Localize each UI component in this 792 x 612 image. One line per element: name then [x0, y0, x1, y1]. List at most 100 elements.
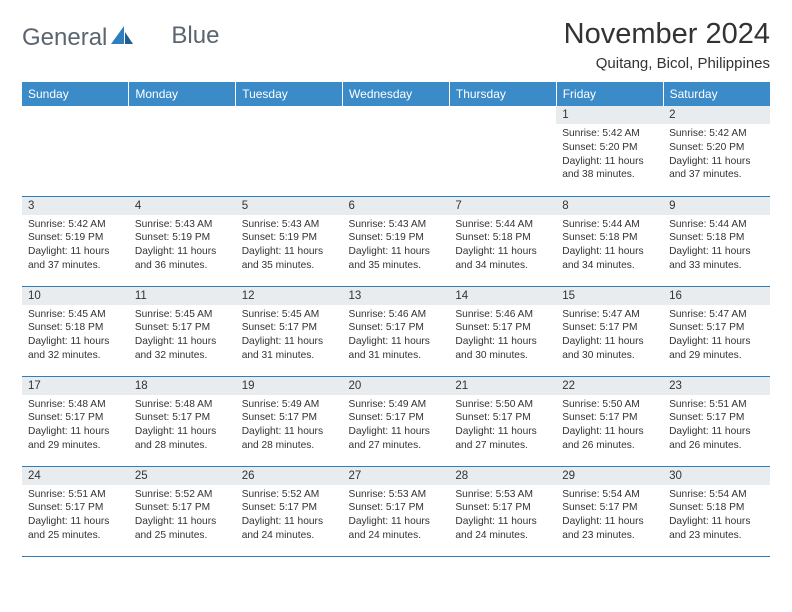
day-sunrise: Sunrise: 5:45 AM: [135, 308, 230, 322]
day-content: Sunrise: 5:42 AMSunset: 5:20 PMDaylight:…: [556, 124, 663, 186]
day-number: 27: [343, 467, 450, 485]
day-daylight2: and 38 minutes.: [562, 168, 657, 182]
day-number: 18: [129, 377, 236, 395]
day-daylight1: Daylight: 11 hours: [349, 425, 444, 439]
day-content: Sunrise: 5:47 AMSunset: 5:17 PMDaylight:…: [556, 305, 663, 367]
day-daylight1: Daylight: 11 hours: [455, 335, 550, 349]
day-daylight1: Daylight: 11 hours: [135, 425, 230, 439]
day-header-row: SundayMondayTuesdayWednesdayThursdayFrid…: [22, 82, 770, 106]
day-sunrise: Sunrise: 5:54 AM: [669, 488, 764, 502]
day-header: Sunday: [22, 82, 129, 106]
day-daylight1: Daylight: 11 hours: [669, 425, 764, 439]
day-daylight1: Daylight: 11 hours: [455, 425, 550, 439]
calendar-body: 1Sunrise: 5:42 AMSunset: 5:20 PMDaylight…: [22, 106, 770, 556]
day-number: 30: [663, 467, 770, 485]
calendar-page: General Blue November 2024 Quitang, Bico…: [0, 0, 792, 567]
day-daylight2: and 25 minutes.: [28, 529, 123, 543]
calendar-cell: 15Sunrise: 5:47 AMSunset: 5:17 PMDayligh…: [556, 286, 663, 376]
day-daylight2: and 30 minutes.: [562, 349, 657, 363]
calendar-cell: 26Sunrise: 5:52 AMSunset: 5:17 PMDayligh…: [236, 466, 343, 556]
day-number: 21: [449, 377, 556, 395]
day-daylight2: and 37 minutes.: [28, 259, 123, 273]
day-number: 11: [129, 287, 236, 305]
day-content: Sunrise: 5:46 AMSunset: 5:17 PMDaylight:…: [449, 305, 556, 367]
day-daylight1: Daylight: 11 hours: [562, 245, 657, 259]
day-number: 6: [343, 197, 450, 215]
day-daylight2: and 32 minutes.: [28, 349, 123, 363]
day-number: 28: [449, 467, 556, 485]
calendar-cell: 10Sunrise: 5:45 AMSunset: 5:18 PMDayligh…: [22, 286, 129, 376]
day-sunset: Sunset: 5:17 PM: [242, 501, 337, 515]
day-number: 9: [663, 197, 770, 215]
calendar-cell: 2Sunrise: 5:42 AMSunset: 5:20 PMDaylight…: [663, 106, 770, 196]
calendar-cell: 1Sunrise: 5:42 AMSunset: 5:20 PMDaylight…: [556, 106, 663, 196]
day-sunrise: Sunrise: 5:51 AM: [669, 398, 764, 412]
day-number: 23: [663, 377, 770, 395]
day-daylight2: and 26 minutes.: [669, 439, 764, 453]
day-sunrise: Sunrise: 5:42 AM: [562, 127, 657, 141]
day-content: Sunrise: 5:44 AMSunset: 5:18 PMDaylight:…: [556, 215, 663, 277]
calendar-cell: 20Sunrise: 5:49 AMSunset: 5:17 PMDayligh…: [343, 376, 450, 466]
day-sunset: Sunset: 5:17 PM: [349, 411, 444, 425]
day-sunset: Sunset: 5:19 PM: [28, 231, 123, 245]
title-block: November 2024 Quitang, Bicol, Philippine…: [564, 18, 770, 72]
calendar-cell: 27Sunrise: 5:53 AMSunset: 5:17 PMDayligh…: [343, 466, 450, 556]
day-daylight1: Daylight: 11 hours: [562, 335, 657, 349]
day-sunset: Sunset: 5:18 PM: [562, 231, 657, 245]
day-daylight2: and 28 minutes.: [135, 439, 230, 453]
day-sunrise: Sunrise: 5:48 AM: [28, 398, 123, 412]
day-daylight1: Daylight: 11 hours: [669, 245, 764, 259]
calendar-cell: 18Sunrise: 5:48 AMSunset: 5:17 PMDayligh…: [129, 376, 236, 466]
calendar-week: 1Sunrise: 5:42 AMSunset: 5:20 PMDaylight…: [22, 106, 770, 196]
calendar-week: 3Sunrise: 5:42 AMSunset: 5:19 PMDaylight…: [22, 196, 770, 286]
day-daylight2: and 31 minutes.: [349, 349, 444, 363]
day-content: Sunrise: 5:50 AMSunset: 5:17 PMDaylight:…: [449, 395, 556, 457]
day-sunrise: Sunrise: 5:43 AM: [349, 218, 444, 232]
day-number: 17: [22, 377, 129, 395]
day-daylight2: and 24 minutes.: [242, 529, 337, 543]
day-sunset: Sunset: 5:17 PM: [135, 411, 230, 425]
day-content: Sunrise: 5:44 AMSunset: 5:18 PMDaylight:…: [449, 215, 556, 277]
day-sunset: Sunset: 5:17 PM: [135, 321, 230, 335]
day-daylight2: and 30 minutes.: [455, 349, 550, 363]
day-sunset: Sunset: 5:17 PM: [349, 321, 444, 335]
day-daylight1: Daylight: 11 hours: [669, 335, 764, 349]
day-daylight2: and 34 minutes.: [562, 259, 657, 273]
day-daylight1: Daylight: 11 hours: [349, 245, 444, 259]
day-daylight2: and 34 minutes.: [455, 259, 550, 273]
day-sunset: Sunset: 5:17 PM: [562, 411, 657, 425]
day-number: 7: [449, 197, 556, 215]
calendar-cell: 23Sunrise: 5:51 AMSunset: 5:17 PMDayligh…: [663, 376, 770, 466]
day-daylight1: Daylight: 11 hours: [135, 245, 230, 259]
day-sunrise: Sunrise: 5:43 AM: [242, 218, 337, 232]
day-number: 13: [343, 287, 450, 305]
calendar-cell: [236, 106, 343, 196]
calendar-cell: 5Sunrise: 5:43 AMSunset: 5:19 PMDaylight…: [236, 196, 343, 286]
day-number: 16: [663, 287, 770, 305]
calendar-week: 24Sunrise: 5:51 AMSunset: 5:17 PMDayligh…: [22, 466, 770, 556]
day-header: Thursday: [449, 82, 556, 106]
day-daylight1: Daylight: 11 hours: [349, 515, 444, 529]
day-sunrise: Sunrise: 5:43 AM: [135, 218, 230, 232]
day-content: Sunrise: 5:49 AMSunset: 5:17 PMDaylight:…: [343, 395, 450, 457]
day-content: Sunrise: 5:43 AMSunset: 5:19 PMDaylight:…: [236, 215, 343, 277]
day-content: Sunrise: 5:49 AMSunset: 5:17 PMDaylight:…: [236, 395, 343, 457]
day-daylight2: and 36 minutes.: [135, 259, 230, 273]
day-sunset: Sunset: 5:20 PM: [669, 141, 764, 155]
calendar-cell: 22Sunrise: 5:50 AMSunset: 5:17 PMDayligh…: [556, 376, 663, 466]
day-sunrise: Sunrise: 5:46 AM: [455, 308, 550, 322]
day-sunset: Sunset: 5:17 PM: [455, 321, 550, 335]
day-content: Sunrise: 5:53 AMSunset: 5:17 PMDaylight:…: [449, 485, 556, 547]
day-content: Sunrise: 5:42 AMSunset: 5:20 PMDaylight:…: [663, 124, 770, 186]
day-sunset: Sunset: 5:17 PM: [562, 501, 657, 515]
day-header: Monday: [129, 82, 236, 106]
day-sunrise: Sunrise: 5:42 AM: [28, 218, 123, 232]
day-sunset: Sunset: 5:17 PM: [455, 501, 550, 515]
day-sunrise: Sunrise: 5:52 AM: [135, 488, 230, 502]
day-daylight2: and 33 minutes.: [669, 259, 764, 273]
day-daylight1: Daylight: 11 hours: [562, 155, 657, 169]
day-daylight1: Daylight: 11 hours: [28, 515, 123, 529]
calendar-cell: 21Sunrise: 5:50 AMSunset: 5:17 PMDayligh…: [449, 376, 556, 466]
day-daylight2: and 35 minutes.: [349, 259, 444, 273]
calendar-week: 10Sunrise: 5:45 AMSunset: 5:18 PMDayligh…: [22, 286, 770, 376]
